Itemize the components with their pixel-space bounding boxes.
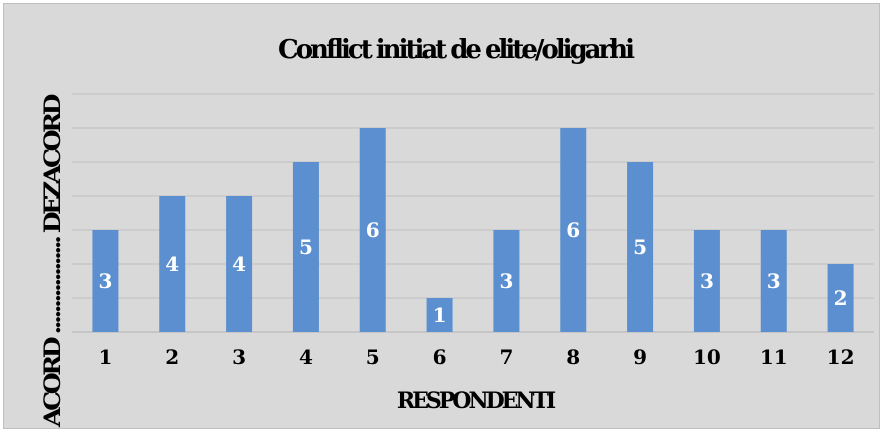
- bar: [226, 196, 253, 332]
- data-label: 3: [767, 269, 781, 293]
- x-tick-label: 5: [366, 345, 380, 369]
- bar: [693, 230, 720, 332]
- bar: [426, 298, 453, 332]
- x-tick-label: 12: [827, 345, 855, 369]
- y-axis-title: ACORD .................. DEZACORD: [40, 94, 66, 428]
- bar: [359, 128, 386, 332]
- x-tick-label: 3: [232, 345, 246, 369]
- x-tick-label: 9: [633, 345, 647, 369]
- x-tick-label: 10: [693, 345, 721, 369]
- bar: [92, 230, 119, 332]
- data-label: 1: [433, 303, 447, 327]
- bar: [760, 230, 787, 332]
- x-tick-labels: 1 2 3 4 5 6 7 8 9 10 11 12: [98, 345, 854, 369]
- x-tick-label: 7: [499, 345, 513, 369]
- bars: [92, 128, 854, 332]
- bar: [560, 128, 587, 332]
- data-label: 3: [98, 269, 112, 293]
- x-tick-label: 1: [98, 345, 112, 369]
- data-label: 3: [499, 269, 513, 293]
- data-label: 6: [366, 218, 380, 242]
- x-axis-title: RESPONDENTI: [397, 388, 556, 414]
- data-labels: 3 4 4 5 6 1 3 6 5 3 3 2: [98, 218, 847, 327]
- chart-area: [3, 3, 880, 429]
- bar: [627, 162, 654, 332]
- x-tick-label: 2: [165, 345, 179, 369]
- data-label: 5: [633, 235, 647, 259]
- data-label: 3: [700, 269, 714, 293]
- x-tick-label: 6: [433, 345, 447, 369]
- bar: [292, 162, 319, 332]
- bar: [827, 264, 854, 332]
- bar: [493, 230, 520, 332]
- data-label: 4: [232, 252, 246, 276]
- x-tick-label: 8: [566, 345, 580, 369]
- x-tick-label: 4: [299, 345, 313, 369]
- data-label: 5: [299, 235, 313, 259]
- x-tick-label: 11: [760, 345, 788, 369]
- data-label: 2: [834, 286, 848, 310]
- chart-title: Conflict initiat de elite/oligarhi: [278, 35, 635, 65]
- bar: [159, 196, 186, 332]
- gridlines: [72, 93, 874, 333]
- data-label: 6: [566, 218, 580, 242]
- data-label: 4: [165, 252, 179, 276]
